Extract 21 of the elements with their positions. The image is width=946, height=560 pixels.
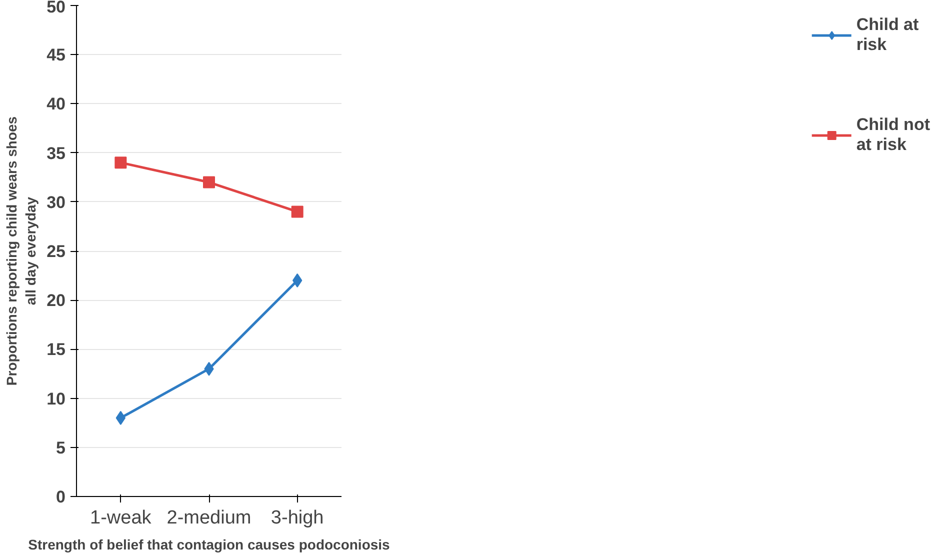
y-tick-label: 35 (46, 144, 66, 163)
y-tick-label: 50 (46, 0, 66, 16)
y-tick-label: 15 (46, 340, 66, 360)
x-tick-label: 3-high (270, 508, 324, 528)
legend-label: Child at risk (856, 15, 919, 55)
y-tick-label: 5 (56, 438, 66, 458)
point (203, 176, 215, 188)
y-axis-title: Proportions reporting child wears shoes all day everyday (3, 116, 39, 386)
x-axis-title: Strength of belief that contagion causes podoconiosis (28, 536, 390, 552)
x-tick-label: 1-weak (90, 508, 152, 528)
y-tick-label: 45 (46, 46, 66, 65)
point (114, 156, 127, 169)
y-tick-label: 0 (56, 488, 66, 506)
y-tick-label: 25 (46, 242, 66, 261)
y-tick-label: 30 (46, 192, 66, 212)
y-tick-label: 10 (46, 389, 66, 408)
y-tick-label: 20 (46, 291, 66, 310)
legend-label: Child not at risk (856, 115, 930, 155)
x-tick-label: 2-medium (166, 508, 252, 528)
y-tick-label: 40 (46, 94, 66, 114)
point (291, 206, 304, 218)
